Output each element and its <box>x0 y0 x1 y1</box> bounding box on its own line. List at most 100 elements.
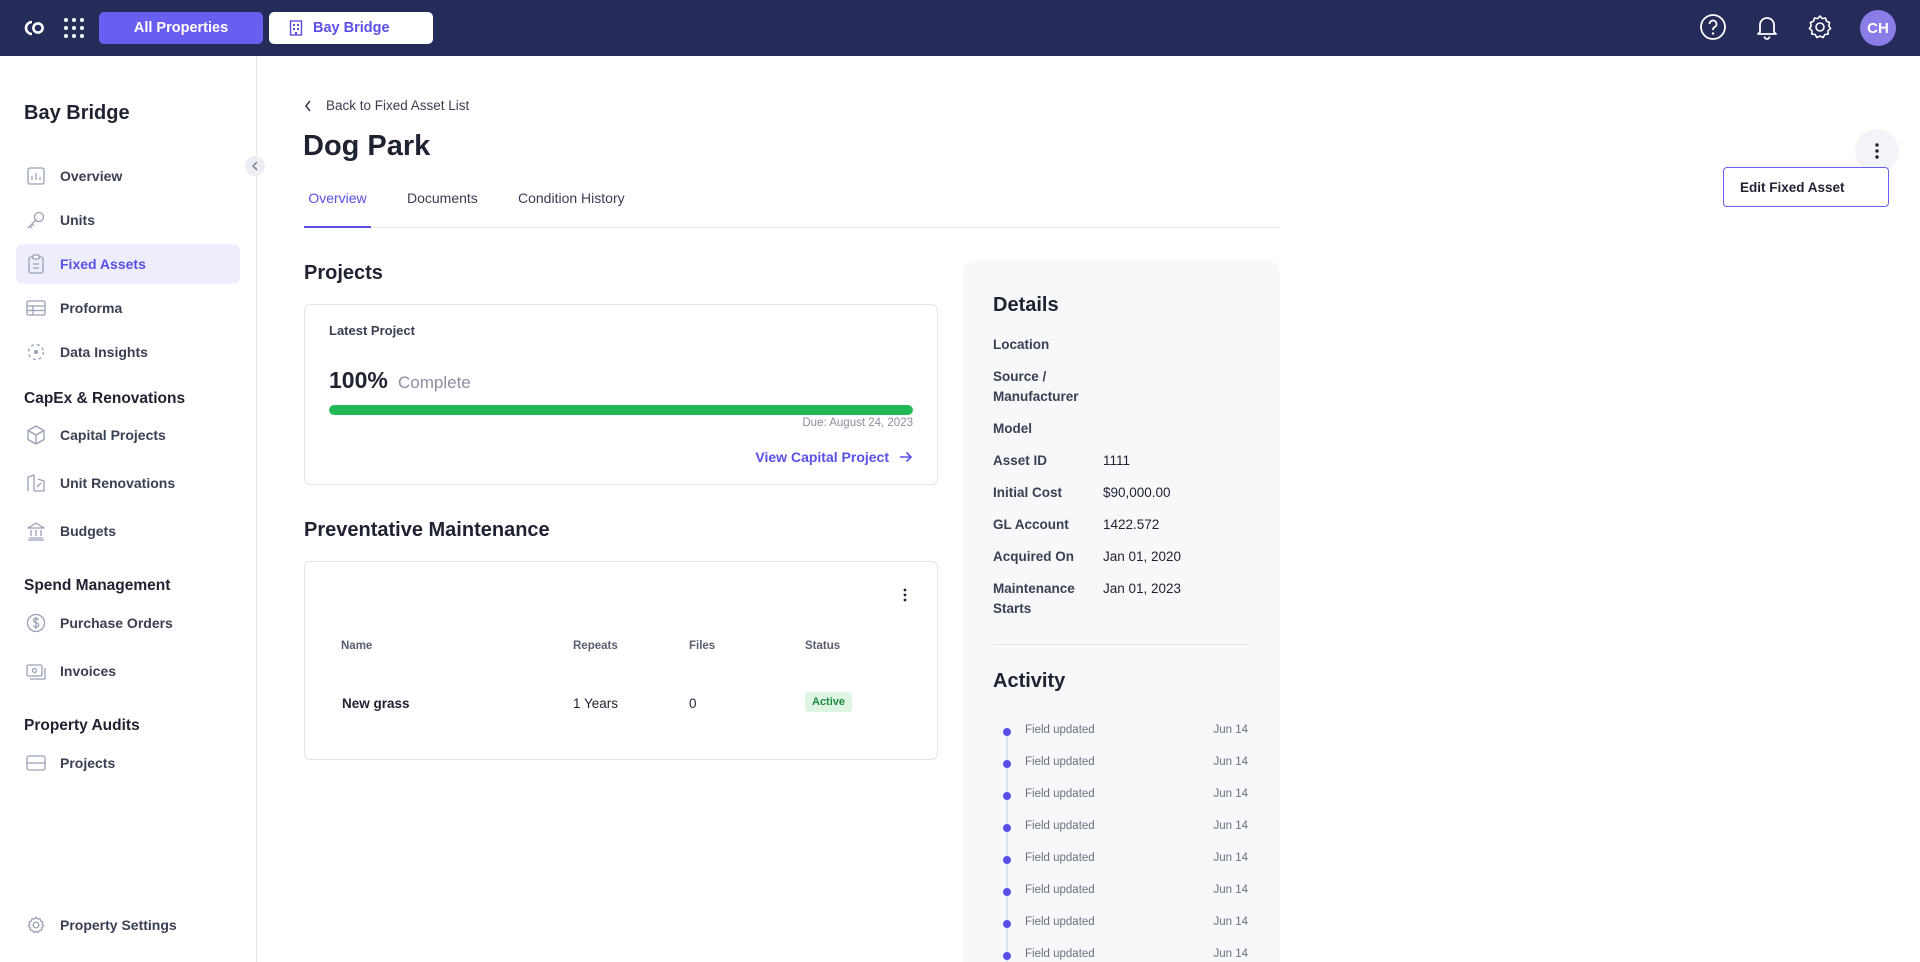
notifications-bell-icon[interactable] <box>1753 13 1781 41</box>
sidebar-item-budgets[interactable]: Budgets <box>16 511 240 551</box>
progress-complete-label: Complete <box>398 373 471 392</box>
app-logo-icon[interactable] <box>22 16 46 40</box>
cell-repeats: 1 Years <box>573 696 619 711</box>
detail-label-gl-account: GL Account <box>993 517 1069 532</box>
detail-value-acquired-on: Jan 01, 2020 <box>1103 549 1182 564</box>
page-title: Dog Park <box>303 130 431 162</box>
progress-bar-fill <box>329 405 913 415</box>
sidebar-item-label: Fixed Assets <box>60 256 146 272</box>
detail-label-source: Source / Manufacturer <box>993 369 1079 404</box>
activity-dot <box>1003 952 1011 960</box>
detail-label-location: Location <box>993 337 1050 352</box>
invoice-icon <box>26 661 46 681</box>
activity-date: Jun 14 <box>1213 756 1248 768</box>
projects-heading: Projects <box>304 262 383 284</box>
progress-percent: 100% <box>329 367 388 393</box>
chevron-left-icon <box>304 100 312 112</box>
latest-project-card: Latest Project 100% Complete Due: August… <box>304 304 938 485</box>
activity-date: Jun 14 <box>1213 724 1248 736</box>
sidebar-item-label: Invoices <box>60 663 117 679</box>
kebab-menu-icon <box>1875 143 1879 159</box>
maintenance-card: Name Repeats Files Status New grass 1 Ye… <box>304 561 938 760</box>
view-capital-project-label: View Capital Project <box>755 449 889 465</box>
sidebar-item-purchase-orders[interactable]: Purchase Orders <box>16 603 240 643</box>
due-date: Due: August 24, 2023 <box>802 417 913 429</box>
arrow-right-icon <box>899 451 913 463</box>
detail-label-initial-cost: Initial Cost <box>993 485 1063 500</box>
more-options-button[interactable] <box>1855 129 1899 173</box>
sidebar-item-property-settings[interactable]: Property Settings <box>16 905 240 945</box>
bank-icon <box>26 521 46 541</box>
settings-gear-icon[interactable] <box>1806 13 1834 41</box>
activity-dot <box>1003 920 1011 928</box>
help-icon[interactable] <box>1699 13 1727 41</box>
sidebar-item-proforma[interactable]: Proforma <box>16 288 240 328</box>
activity-text: Field updated <box>1025 756 1095 768</box>
details-panel: Details Location Source / Manufacturer M… <box>963 260 1280 962</box>
activity-text: Field updated <box>1025 724 1095 736</box>
sidebar-item-label: Capital Projects <box>60 427 166 443</box>
cell-files: 0 <box>689 696 697 711</box>
activity-date: Jun 14 <box>1213 820 1248 832</box>
activity-text: Field updated <box>1025 948 1095 960</box>
sidebar-item-label: Projects <box>60 755 116 771</box>
activity-date: Jun 14 <box>1213 916 1248 928</box>
column-header-repeats[interactable]: Repeats <box>573 640 618 652</box>
tab-bar: Overview Documents Condition History <box>304 186 1280 228</box>
edit-fixed-asset-menu-item[interactable]: Edit Fixed Asset <box>1723 167 1889 207</box>
back-link[interactable]: Back to Fixed Asset List <box>304 98 469 113</box>
column-header-files[interactable]: Files <box>689 640 716 652</box>
details-heading: Details <box>993 294 1059 316</box>
sidebar-item-capital-projects[interactable]: Capital Projects <box>16 415 240 455</box>
maintenance-kebab-icon[interactable] <box>903 588 907 602</box>
activity-text: Field updated <box>1025 820 1095 832</box>
activity-heading: Activity <box>993 670 1066 692</box>
detail-label-acquired-on: Acquired On <box>993 549 1075 564</box>
sidebar-item-data-insights[interactable]: Data Insights <box>16 332 240 372</box>
detail-value-asset-id: 1111 <box>1103 453 1131 468</box>
sidebar-section-capex: CapEx & Renovations <box>24 390 186 407</box>
activity-date: Jun 14 <box>1213 788 1248 800</box>
cell-name[interactable]: New grass <box>342 696 410 711</box>
sidebar-collapse-button[interactable] <box>245 156 265 176</box>
activity-text: Field updated <box>1025 852 1095 864</box>
sidebar-item-label: Units <box>60 212 95 228</box>
sidebar-item-overview[interactable]: Overview <box>16 156 240 196</box>
activity-dot <box>1003 856 1011 864</box>
sidebar-item-invoices[interactable]: Invoices <box>16 651 240 691</box>
activity-text: Field updated <box>1025 884 1095 896</box>
column-header-name[interactable]: Name <box>341 640 373 652</box>
detail-value-maintenance-starts: Jan 01, 2023 <box>1103 581 1182 596</box>
tab-condition-history[interactable]: Condition History <box>518 190 625 206</box>
property-selector-button[interactable]: Bay Bridge <box>269 12 433 44</box>
sidebar-item-label: Property Settings <box>60 917 177 933</box>
activity-dot <box>1003 888 1011 896</box>
tab-documents[interactable]: Documents <box>407 190 478 206</box>
sidebar-item-unit-renovations[interactable]: Unit Renovations <box>16 463 240 503</box>
chevron-left-icon <box>251 161 259 171</box>
tab-overview[interactable]: Overview <box>304 190 371 228</box>
apps-grid-icon[interactable] <box>63 17 85 39</box>
details-divider <box>993 644 1250 645</box>
cube-icon <box>26 425 46 445</box>
sidebar-item-fixed-assets[interactable]: Fixed Assets <box>16 244 240 284</box>
activity-dot <box>1003 760 1011 768</box>
renovation-icon <box>26 473 46 493</box>
user-avatar[interactable]: CH <box>1860 10 1896 46</box>
sidebar-title: Bay Bridge <box>24 102 130 124</box>
column-header-status[interactable]: Status <box>805 640 841 652</box>
maintenance-heading: Preventative Maintenance <box>304 519 550 541</box>
sidebar: Bay Bridge Overview Units Fixed Assets P… <box>0 56 257 962</box>
clipboard-icon <box>26 254 46 274</box>
activity-timeline-line <box>1006 732 1008 962</box>
sidebar-item-projects[interactable]: Projects <box>16 743 240 783</box>
sidebar-item-units[interactable]: Units <box>16 200 240 240</box>
activity-text: Field updated <box>1025 788 1095 800</box>
sidebar-item-label: Proforma <box>60 300 123 316</box>
back-link-label: Back to Fixed Asset List <box>326 98 470 113</box>
detail-label-asset-id: Asset ID <box>993 453 1048 468</box>
sidebar-item-label: Purchase Orders <box>60 615 173 631</box>
sidebar-item-label: Unit Renovations <box>60 475 176 491</box>
view-capital-project-link[interactable]: View Capital Project <box>755 449 913 465</box>
all-properties-button[interactable]: All Properties <box>99 12 263 44</box>
